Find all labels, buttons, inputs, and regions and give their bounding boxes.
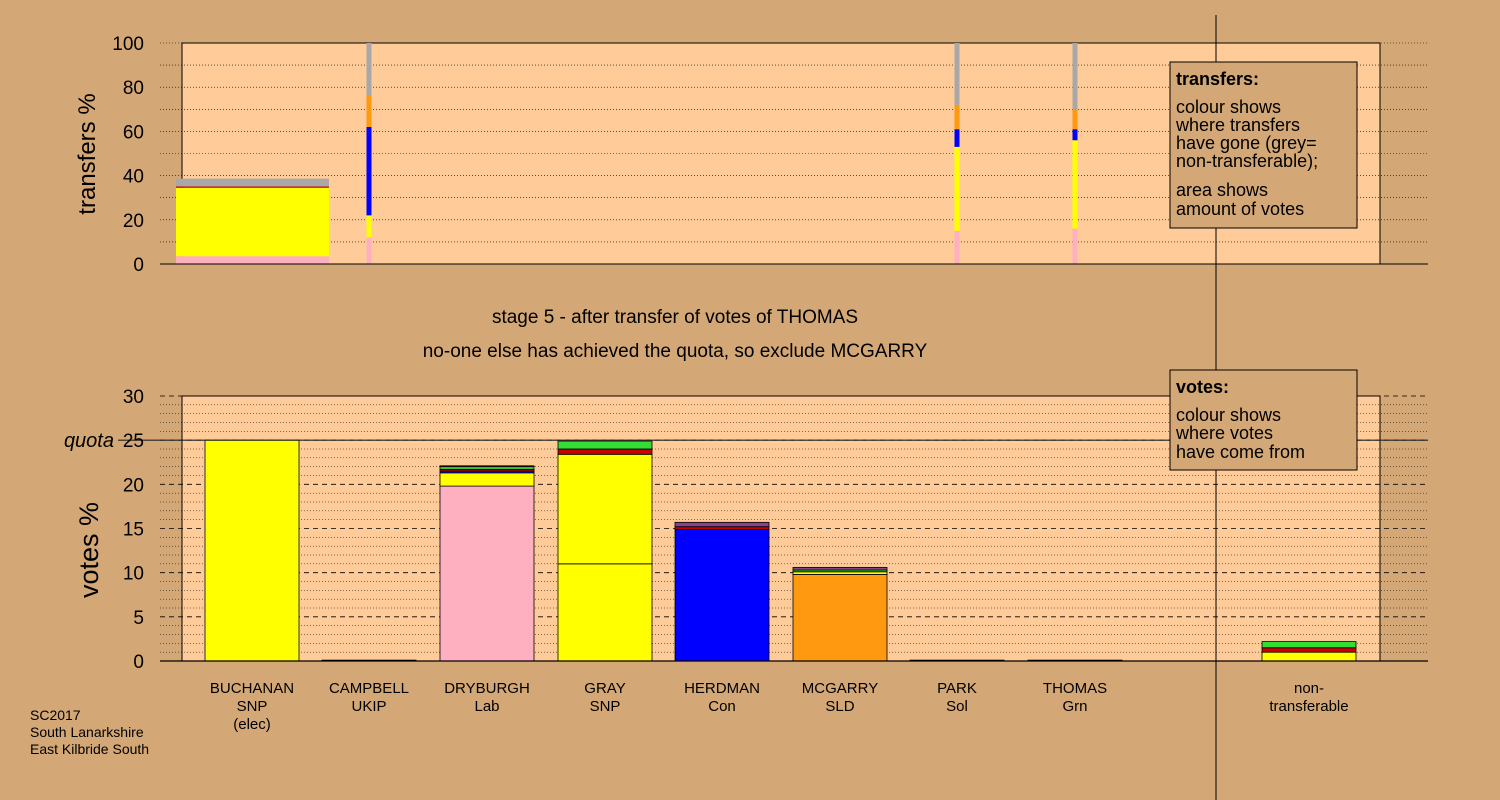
vote-segment-green (1261, 641, 1357, 649)
transfers-legend-line: have gone (grey= (1176, 133, 1317, 153)
vote-segment-pink (439, 485, 535, 662)
transfer-segment-grey (366, 43, 372, 97)
transfers-legend-line: colour shows (1176, 97, 1281, 117)
votes-y-tick-label: 15 (123, 520, 144, 541)
votes-legend: votes: colour shows where votes have com… (1169, 369, 1358, 471)
votes-bars (204, 439, 1357, 662)
candidate-party: Grn (1062, 698, 1087, 715)
vote-segment-yellow (557, 563, 653, 662)
candidate-name: CAMPBELL (329, 680, 409, 697)
vote-segment-yellow (204, 439, 300, 662)
candidate-status: (elec) (233, 716, 271, 733)
transfer-segment-pink (176, 256, 329, 264)
transfer-segment-grey (954, 43, 960, 105)
transfer-segment-yellow (954, 146, 960, 231)
candidate-name: BUCHANAN (210, 680, 294, 697)
vote-segment-yellow (1261, 651, 1357, 662)
vote-segment-blue (674, 528, 770, 662)
axes: 0 20 40 60 80 100 0 5 10 15 20 25 30 (112, 34, 1428, 673)
transfer-segment-orange (1072, 109, 1078, 130)
transfers-legend-line: amount of votes (1176, 199, 1304, 219)
transfers-y-tick-label: 60 (123, 122, 144, 143)
vote-segment-yellow (557, 453, 653, 565)
candidate-name: PARK (937, 680, 977, 697)
transfer-segment-blue (1072, 129, 1078, 141)
transfer-segment-yellow (176, 187, 329, 257)
votes-legend-line: have come from (1176, 442, 1305, 462)
transfer-segment-blue (954, 129, 960, 147)
transfer-segment-yellow (1072, 140, 1078, 229)
transfers-bars (176, 43, 1078, 264)
vote-segment-purple (792, 566, 888, 571)
footer-council: South Lanarkshire (30, 724, 144, 740)
transfer-segment-red (176, 186, 329, 188)
transfers-legend: transfers: colour shows where transfers … (1169, 61, 1358, 229)
transfer-segment-grey (1072, 43, 1078, 110)
transfers-y-tick-label: 40 (123, 167, 144, 188)
candidate-party: SNP (237, 698, 268, 715)
votes-legend-line: where votes (1175, 423, 1273, 443)
candidate-name: MCGARRY (802, 680, 878, 697)
transfer-segment-grey (176, 178, 329, 187)
transfer-segment-pink (366, 237, 372, 264)
transfer-segment-orange (366, 96, 372, 127)
transfer-segment-blue (366, 126, 372, 216)
vote-segment-purple (439, 465, 535, 468)
footer-year: SC2017 (30, 707, 81, 723)
transfers-y-tick-label: 20 (123, 211, 144, 232)
transfers-y-tick-label: 80 (123, 78, 144, 99)
transfer-segment-yellow (366, 215, 372, 238)
votes-y-tick-label: 25 (123, 431, 144, 452)
candidate-name: DRYBURGH (444, 680, 530, 697)
transfer-segment-pink (954, 230, 960, 264)
transfers-legend-box (1169, 61, 1358, 229)
transfer-segment-pink (1072, 228, 1078, 264)
votes-legend-box (1169, 369, 1358, 471)
candidate-name: THOMAS (1043, 680, 1107, 697)
vote-segment-red (1261, 647, 1357, 653)
candidate-party: Sol (946, 698, 968, 715)
votes-y-tick-label: 10 (123, 564, 144, 585)
votes-y-tick-label: 20 (123, 475, 144, 496)
footer-ward: East Kilbride South (30, 741, 149, 757)
nontransferable-label: non- (1294, 680, 1324, 697)
quota-label: quota (64, 430, 114, 452)
candidate-party: UKIP (351, 698, 386, 715)
vote-segment-orange (792, 574, 888, 662)
vote-segment-green (557, 440, 653, 450)
stage-title: stage 5 - after transfer of votes of THO… (492, 307, 858, 328)
candidate-name: GRAY (584, 680, 625, 697)
votes-legend-title: votes: (1176, 377, 1229, 397)
candidate-party: SNP (590, 698, 621, 715)
vote-segment-purple (674, 521, 770, 528)
candidate-party: SLD (825, 698, 854, 715)
vote-segment-yellow (439, 472, 535, 487)
candidate-party: Con (708, 698, 736, 715)
vote-segment-red (557, 448, 653, 455)
transfers-legend-line: non-transferable); (1176, 151, 1318, 171)
transfers-y-axis-label: transfers % (74, 93, 101, 214)
votes-y-tick-label: 30 (123, 387, 144, 408)
votes-y-tick-label: 0 (133, 652, 144, 673)
transfers-legend-line: area shows (1176, 180, 1268, 200)
votes-y-axis-label: votes % (74, 502, 104, 598)
votes-y-tick-label: 5 (133, 608, 144, 629)
transfers-legend-title: transfers: (1176, 69, 1259, 89)
transfers-y-tick-label: 0 (133, 255, 144, 276)
candidate-party: Lab (474, 698, 499, 715)
transfers-y-tick-label: 100 (112, 34, 144, 55)
nontransferable-label: transferable (1269, 698, 1348, 715)
transfers-legend-line: where transfers (1175, 115, 1300, 135)
transfer-segment-orange (954, 104, 960, 130)
candidate-name: HERDMAN (684, 680, 760, 697)
votes-legend-line: colour shows (1176, 405, 1281, 425)
stage-subtitle: no-one else has achieved the quota, so e… (423, 341, 928, 362)
candidate-labels: BUCHANANSNP(elec)CAMPBELLUKIPDRYBURGHLab… (210, 680, 1107, 733)
